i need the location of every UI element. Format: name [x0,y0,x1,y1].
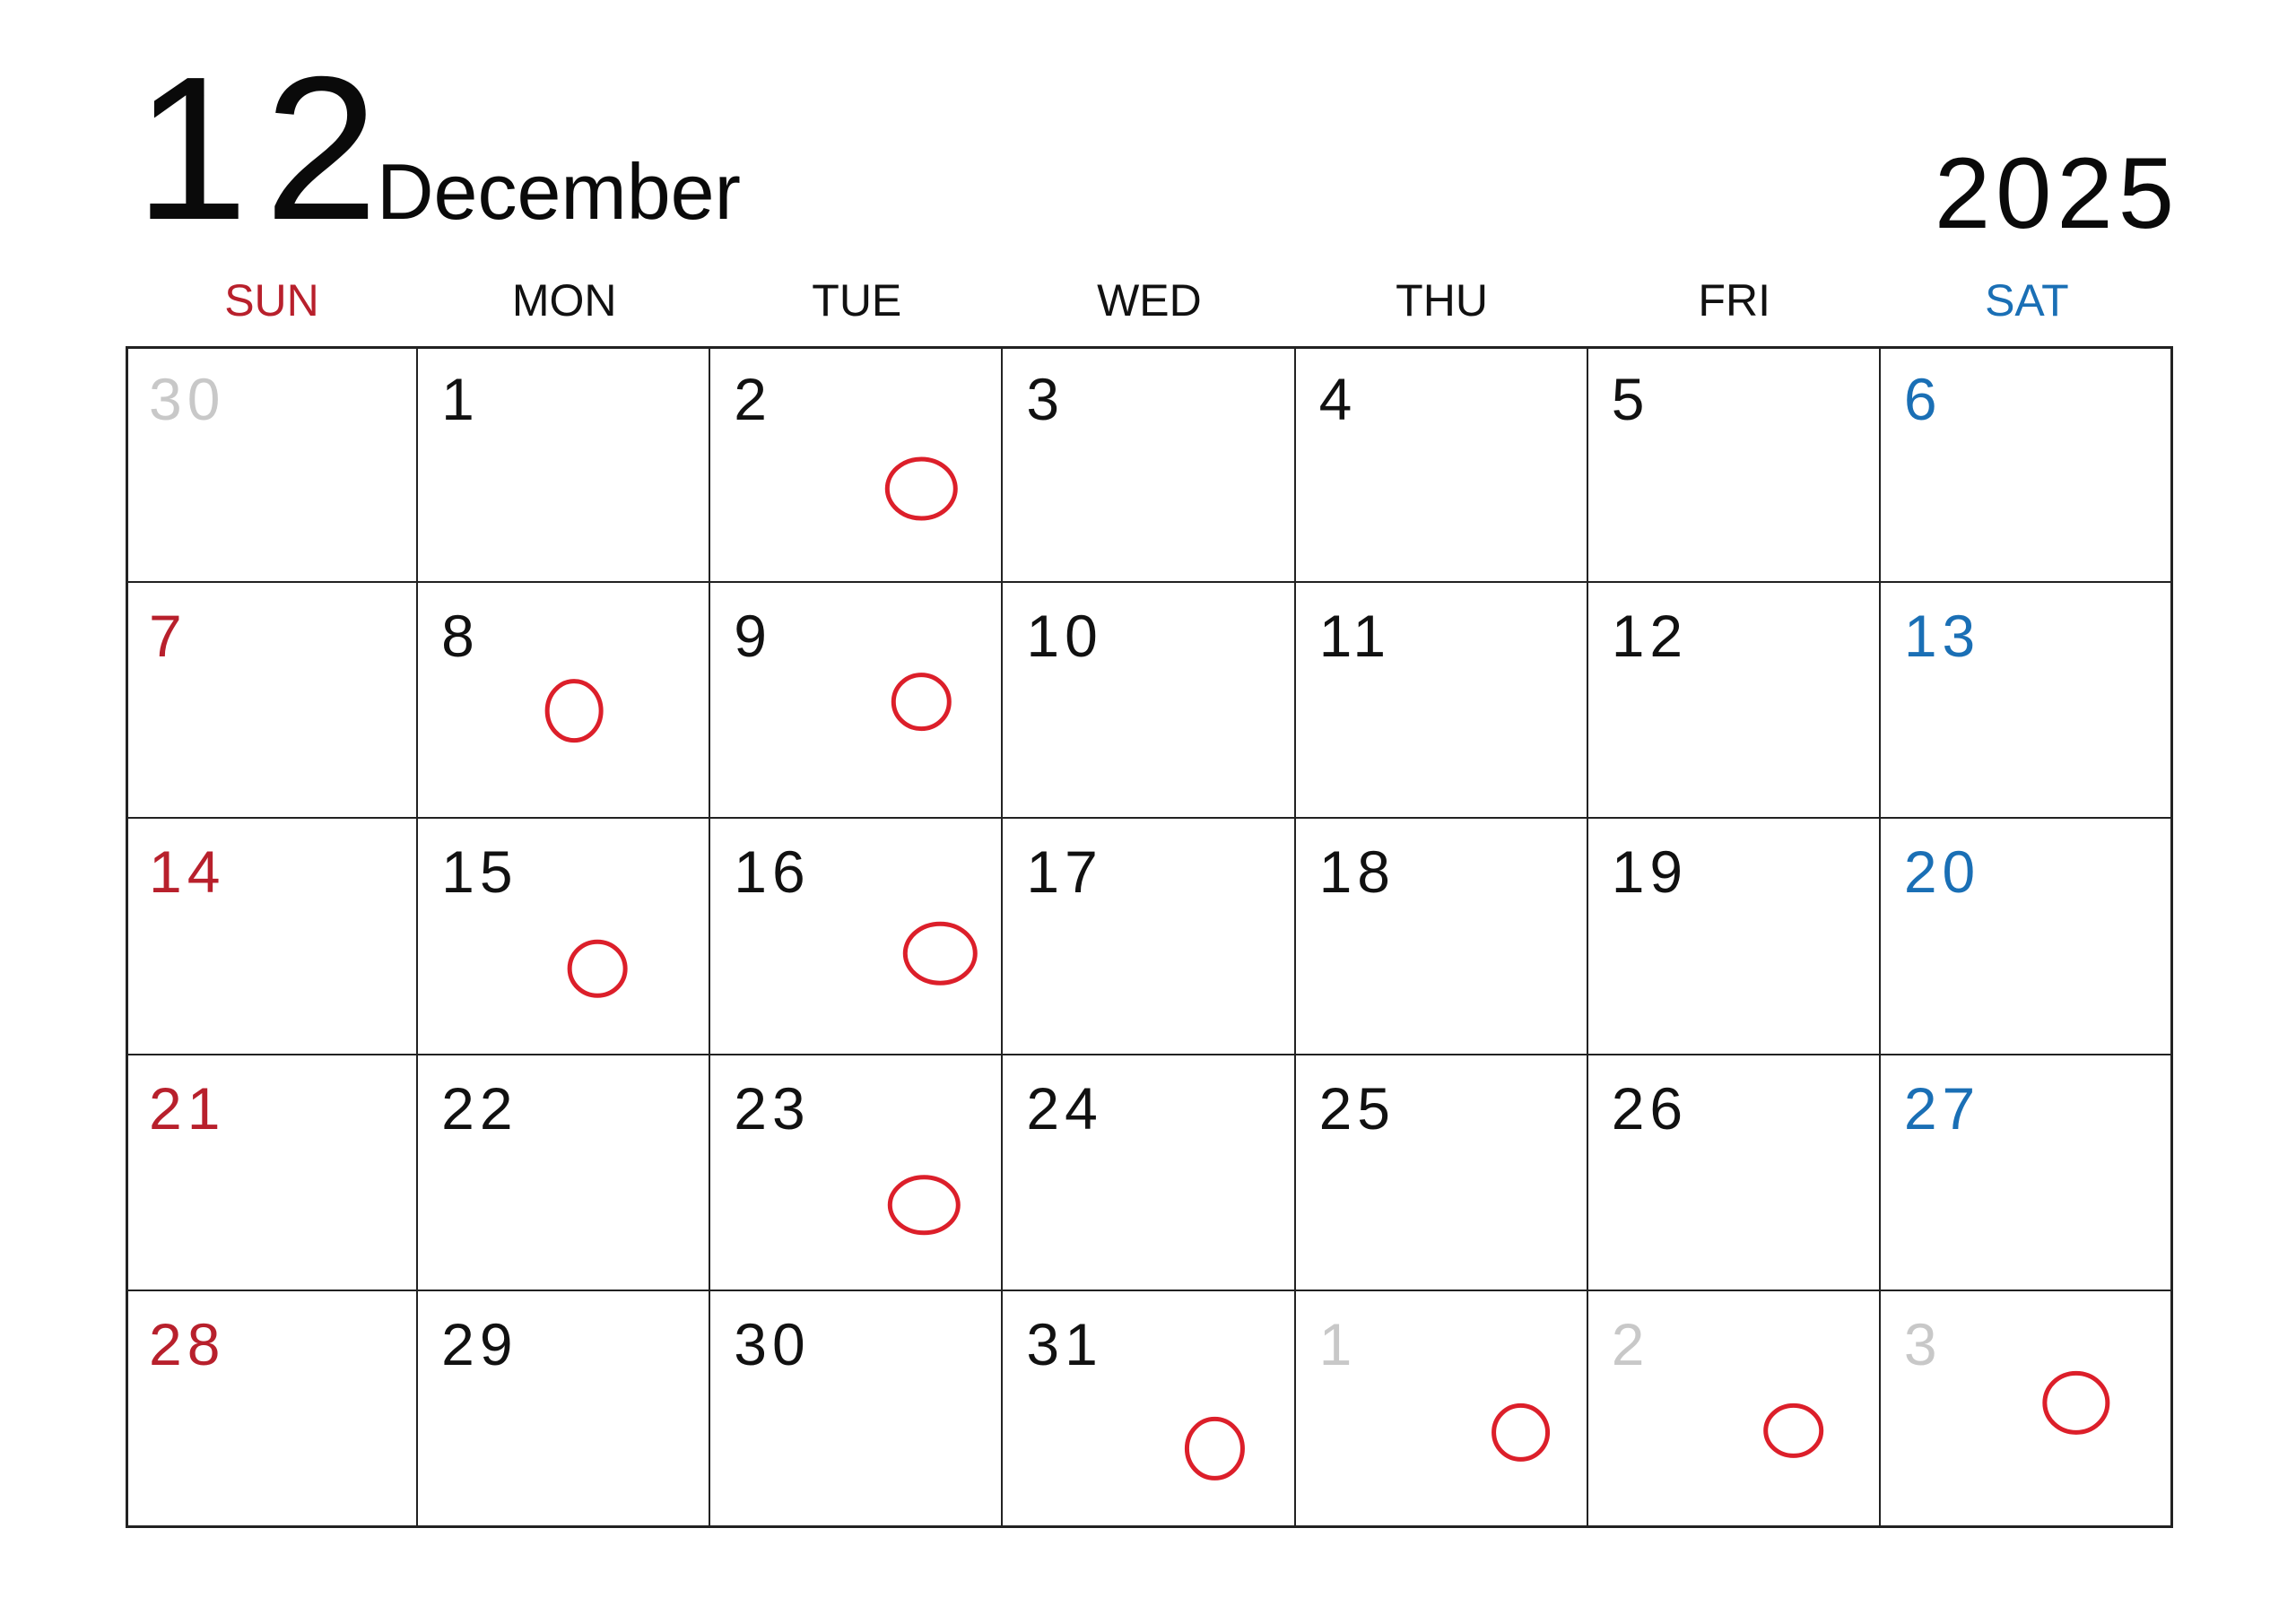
weekday-wed: WED [1097,275,1202,326]
day-cell[interactable]: 15 [418,819,711,1055]
day-number: 4 [1318,366,1358,432]
day-cell[interactable]: 7 [126,582,419,820]
weekday-fri: FRI [1698,275,1770,326]
day-cell[interactable]: 30 [710,1291,1004,1528]
day-cell[interactable]: 3 [1881,1291,2173,1528]
day-cell[interactable]: 1 [1296,1291,1588,1528]
day-cell[interactable]: 20 [1880,819,2173,1055]
day-number: 28 [149,1311,226,1378]
month-name: December [377,147,741,236]
day-cell[interactable]: 17 [1003,819,1296,1055]
day-cell[interactable]: 25 [1295,1055,1588,1292]
day-cell[interactable]: 22 [418,1055,711,1292]
day-number: 31 [1026,1311,1103,1378]
weekday-thu: THU [1396,275,1488,326]
day-cell[interactable]: 12 [1587,582,1881,820]
day-cell[interactable]: 23 [710,1055,1004,1292]
day-cell[interactable]: 2 [710,346,1004,583]
day-number: 8 [441,602,480,669]
day-number: 20 [1903,838,1981,906]
day-number: 27 [1903,1074,1981,1142]
day-cell[interactable]: 21 [126,1055,419,1292]
day-cell[interactable]: 31 [1003,1291,1296,1528]
weekday-sun: SUN [224,275,319,326]
day-cell[interactable]: 29 [418,1291,711,1528]
day-number: 16 [734,838,811,906]
day-number: 29 [441,1311,518,1378]
weekday-sat: SAT [1985,275,2069,326]
day-number: 26 [1611,1074,1689,1142]
day-cell[interactable]: 4 [1295,346,1588,583]
day-number: 14 [149,838,226,906]
day-number: 12 [1611,602,1689,669]
day-number: 30 [734,1311,811,1378]
day-number: 13 [1903,602,1981,669]
day-number: 10 [1026,602,1103,669]
day-cell[interactable]: 10 [1003,582,1296,820]
weekday-mon: MON [511,275,617,326]
day-cell[interactable]: 6 [1880,346,2173,583]
calendar-grid: 30 1 2 3 4 5 6 7 8 9 10 11 12 13 14 15 16 17 18 19 20 21 22 23 2… [126,346,2173,1528]
day-number: 9 [734,602,772,669]
day-cell[interactable]: 30 [126,346,419,583]
day-cell[interactable]: 2 [1588,1291,1881,1528]
day-cell[interactable]: 16 [710,819,1004,1055]
month-number: 12 [135,35,395,263]
day-cell[interactable]: 1 [418,346,711,583]
day-number: 3 [1026,366,1065,432]
day-number: 17 [1026,838,1103,906]
day-number: 1 [1318,1311,1358,1378]
day-cell[interactable]: 26 [1587,1055,1881,1292]
day-cell[interactable]: 28 [126,1291,419,1528]
day-cell[interactable]: 27 [1880,1055,2173,1292]
day-cell[interactable]: 19 [1587,819,1881,1055]
year: 2025 [1934,137,2179,249]
day-number: 2 [1611,1311,1650,1378]
day-number: 6 [1903,366,1943,432]
day-number: 21 [149,1074,226,1142]
day-number: 2 [734,366,772,432]
day-number: 5 [1611,366,1650,432]
day-number: 24 [1026,1074,1103,1142]
day-number: 22 [441,1074,518,1142]
day-number: 15 [441,838,518,906]
day-cell[interactable]: 8 [418,582,711,820]
day-number: 1 [441,366,480,432]
day-number: 30 [149,366,226,432]
day-number: 11 [1318,602,1392,669]
day-cell[interactable]: 3 [1003,346,1296,583]
day-number: 3 [1903,1311,1943,1378]
day-number: 23 [734,1074,811,1142]
day-cell[interactable]: 24 [1003,1055,1296,1292]
day-number: 18 [1318,838,1396,906]
day-cell[interactable]: 11 [1295,582,1588,820]
weekday-tue: TUE [812,275,902,326]
day-cell[interactable]: 5 [1587,346,1881,583]
day-cell[interactable]: 18 [1295,819,1588,1055]
day-number: 7 [149,602,187,669]
day-cell[interactable]: 13 [1880,583,2173,820]
day-number: 25 [1318,1074,1396,1142]
day-number: 19 [1611,838,1689,906]
day-cell[interactable]: 9 [710,582,1004,820]
day-cell[interactable]: 14 [126,819,419,1055]
